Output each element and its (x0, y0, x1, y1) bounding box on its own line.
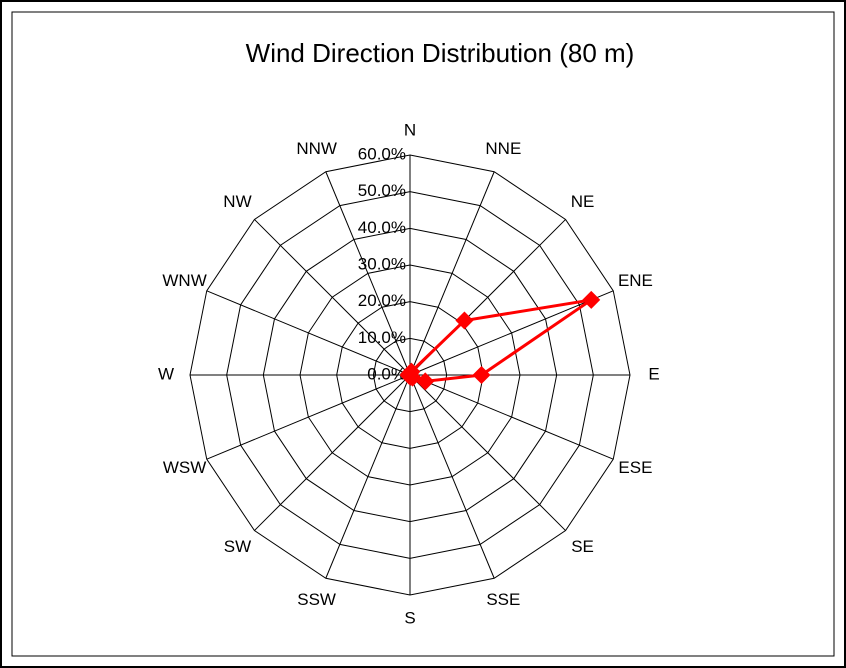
category-label: ENE (618, 271, 653, 290)
spoke (325, 374, 411, 579)
chart-frame (11, 11, 835, 657)
category-label: W (158, 364, 174, 383)
category-label: SW (224, 537, 251, 556)
category-label: WNW (162, 271, 206, 290)
spoke (409, 374, 495, 579)
marker (400, 364, 419, 383)
spoke (254, 374, 411, 531)
category-label: S (404, 608, 415, 627)
spoke (409, 374, 566, 531)
category-label: NNE (485, 139, 521, 158)
category-label: NW (223, 192, 251, 211)
y-tick-label: 30.0% (358, 254, 406, 273)
category-label: N (404, 120, 416, 139)
spoke (325, 171, 411, 376)
spoke (254, 219, 411, 376)
spoke (409, 171, 495, 376)
category-label: SSW (297, 590, 336, 609)
y-tick-label: 50.0% (358, 181, 406, 200)
category-label: E (648, 364, 659, 383)
chart-title: Wind Direction Distribution (80 m) (246, 38, 635, 68)
y-tick-label: 10.0% (358, 328, 406, 347)
spoke (409, 374, 614, 460)
y-tick-label: 60.0% (358, 144, 406, 163)
category-label: ESE (618, 458, 652, 477)
y-tick-label: 40.0% (358, 218, 406, 237)
spoke (206, 290, 411, 376)
marker (472, 366, 491, 384)
category-label: SE (571, 537, 594, 556)
category-label: SSE (486, 590, 520, 609)
marker (582, 290, 601, 309)
spoke (206, 374, 411, 460)
category-label: NE (571, 192, 595, 211)
category-label: NNW (296, 139, 337, 158)
spoke (409, 290, 614, 376)
y-tick-label: 0.0% (367, 364, 406, 383)
marker (455, 311, 474, 330)
y-tick-label: 20.0% (358, 291, 406, 310)
category-label: WSW (163, 458, 206, 477)
